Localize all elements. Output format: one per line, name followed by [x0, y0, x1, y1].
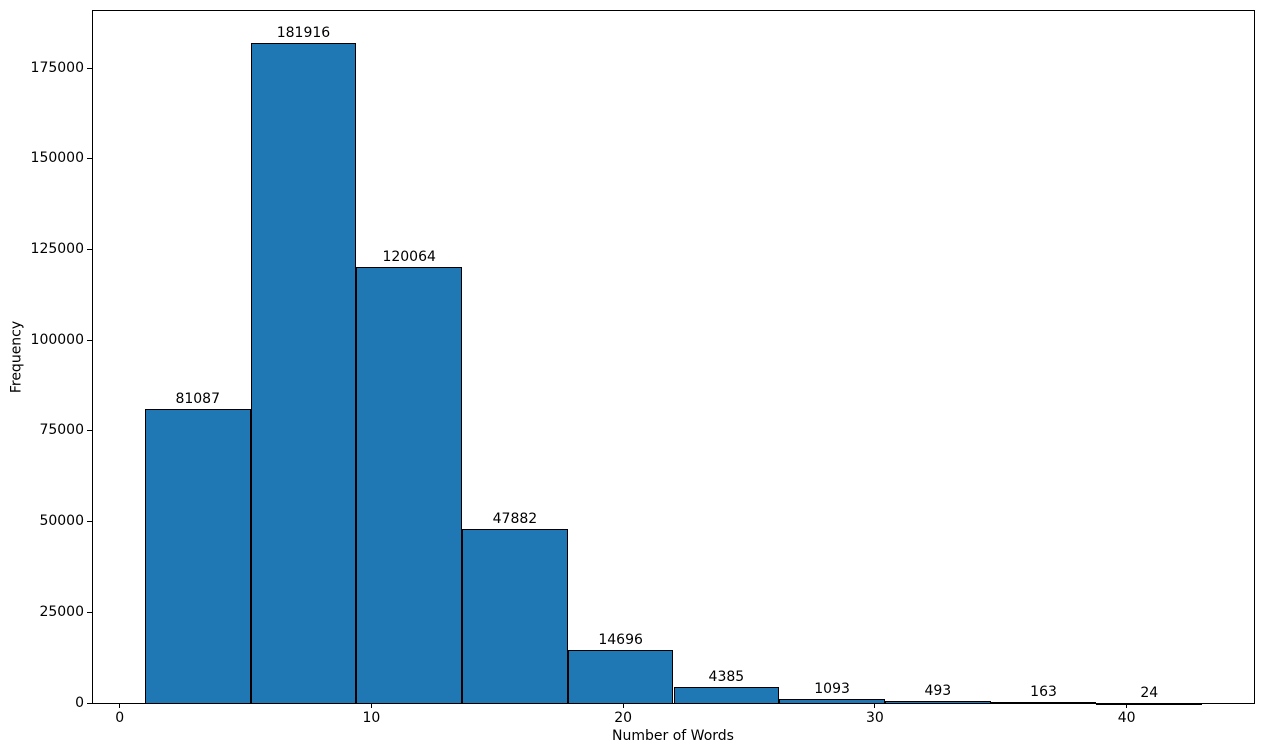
bar-value-label: 1093 [814, 681, 850, 698]
y-tick-mark [87, 430, 92, 432]
x-axis-label: Number of Words [612, 728, 734, 744]
y-tick-label: 150000 [30, 150, 84, 167]
y-tick-mark [87, 158, 92, 160]
histogram-bar [250, 43, 357, 704]
histogram-bar [884, 701, 991, 704]
x-tick-mark [874, 704, 876, 708]
y-tick-label: 175000 [30, 59, 84, 76]
x-tick-mark [370, 704, 372, 708]
histogram-bar [356, 267, 463, 704]
y-tick-mark [87, 67, 92, 69]
y-tick-mark [87, 521, 92, 523]
y-tick-label: 50000 [39, 513, 84, 530]
y-axis-label: Frequency [8, 320, 25, 394]
histogram-bar [990, 702, 1097, 705]
x-tick-mark [622, 704, 624, 708]
y-tick-mark [87, 248, 92, 250]
y-tick-label: 75000 [39, 422, 84, 439]
histogram-bar [462, 529, 568, 704]
x-tick-label: 30 [865, 710, 884, 726]
bar-value-label: 163 [1030, 684, 1057, 701]
histogram-bar [779, 699, 885, 704]
histogram-bar [567, 649, 674, 704]
x-tick-mark [119, 704, 121, 708]
x-tick-label: 10 [362, 710, 381, 726]
x-tick-label: 20 [614, 710, 633, 726]
bar-value-label: 4385 [708, 669, 745, 686]
bar-value-label: 120064 [382, 249, 436, 266]
bar-value-label: 493 [924, 683, 952, 700]
x-tick-mark [1126, 704, 1128, 708]
y-tick-label: 100000 [30, 331, 84, 348]
x-tick-label: 0 [115, 710, 125, 726]
histogram-bar [673, 687, 780, 704]
bar-value-label: 81087 [175, 390, 220, 407]
y-tick-label: 0 [75, 694, 84, 711]
y-tick-mark [87, 339, 92, 341]
histogram-bar [1096, 702, 1203, 705]
y-tick-mark [87, 702, 92, 704]
y-tick-label: 25000 [39, 603, 84, 620]
bar-value-label: 47882 [492, 511, 538, 528]
bar-value-label: 24 [1140, 684, 1159, 701]
y-tick-mark [87, 611, 92, 613]
bar-value-label: 14696 [598, 631, 643, 648]
bar-value-label: 181916 [276, 25, 331, 41]
histogram-bar [144, 408, 251, 704]
y-tick-label: 125000 [30, 240, 84, 257]
x-tick-label: 40 [1117, 710, 1136, 726]
